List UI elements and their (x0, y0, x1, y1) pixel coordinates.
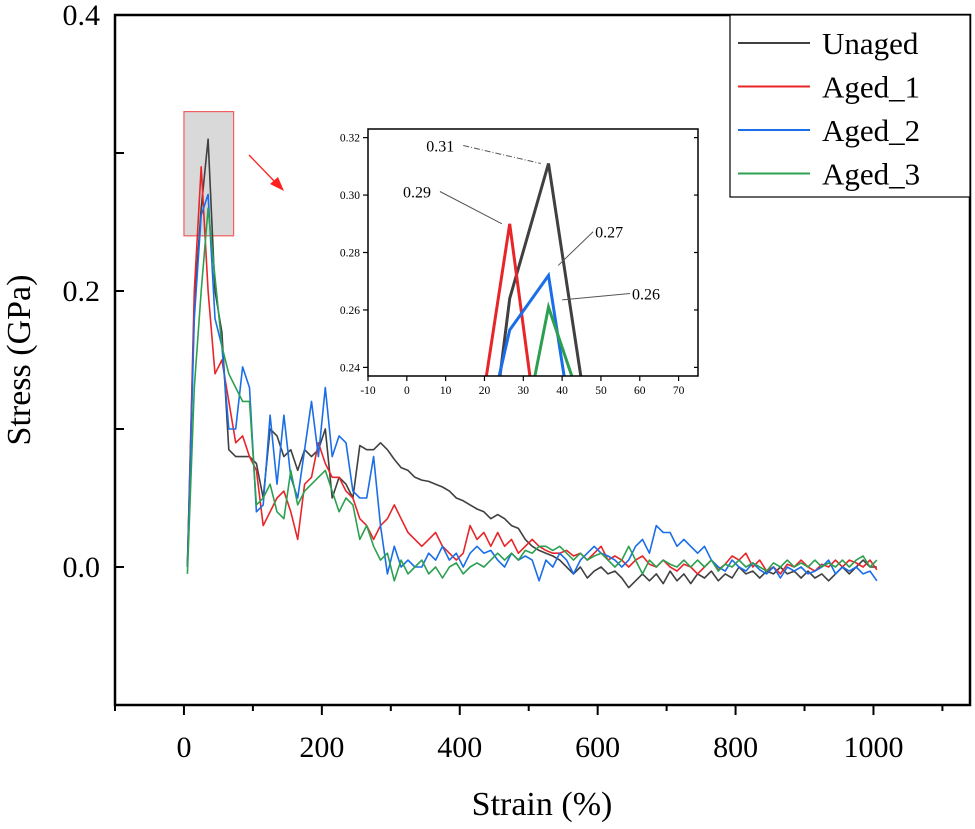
zoom-arrow-head (270, 177, 284, 191)
inset-series-aged_1 (484, 223, 532, 377)
inset-x-tick-label: 70 (673, 385, 685, 397)
inset-x-tick-label: 50 (595, 385, 607, 397)
annotation-leader-line (562, 292, 631, 301)
plot-frame (113, 13, 972, 707)
zoom-arrow-line (248, 154, 277, 184)
inset-y-tick-label: 0.26 (340, 305, 360, 317)
x-tick-label: 0 (176, 731, 191, 764)
inset-plot: 0.31 0.29 0.27 0.26 -10 0 10 20 30 40 50 60 70 0.24 0.… (340, 128, 699, 397)
inset-x-tick-label: 10 (440, 385, 452, 397)
inset-x-tick-label: 0 (404, 385, 410, 397)
inset-y-tick-label: 0.32 (340, 133, 360, 145)
annotation-label: 0.27 (595, 225, 623, 242)
inset-x-tick-label: 40 (556, 385, 568, 397)
legend-label: Unaged (822, 26, 919, 61)
inset-y-tick-label: 0.28 (340, 248, 360, 260)
series-line-aged_2 (186, 193, 878, 582)
inset-y-tick-label: 0.24 (340, 362, 360, 374)
annotation-label: 0.29 (403, 184, 431, 201)
legend-label: Aged_3 (822, 157, 920, 192)
annotation-leader-line (557, 231, 594, 266)
inset-y-tick-label: 0.30 (340, 190, 360, 202)
series-line-aged_1 (186, 166, 878, 575)
inset-x-tick-label: 20 (479, 385, 491, 397)
x-tick-label: 400 (437, 731, 482, 764)
legend: Unaged Aged_1 Aged_2 Aged_3 (729, 14, 971, 198)
annotation-label: 0.31 (426, 139, 454, 156)
series-line-unaged (186, 138, 877, 589)
y-axis-label: Stress (GPa) (1, 275, 38, 446)
x-axis-label: Strain (%) (472, 786, 613, 823)
legend-label: Aged_2 (822, 113, 920, 148)
legend-box (729, 14, 971, 198)
x-tick-label: 800 (713, 731, 758, 764)
legend-label: Aged_1 (822, 70, 920, 105)
annotation-label: 0.26 (632, 286, 660, 303)
y-tick-label: 0.2 (63, 275, 101, 308)
x-tick-label: 1000 (843, 731, 903, 764)
y-tick-label: 0.0 (63, 551, 101, 584)
inset-x-tick-label: 30 (518, 385, 530, 397)
x-tick-label: 200 (299, 731, 344, 764)
inset-series-unaged (498, 163, 583, 377)
series-line-aged_3 (186, 207, 878, 582)
inset-x-tick-label: -10 (360, 385, 376, 397)
inset-x-tick-label: 60 (634, 385, 646, 397)
inset-series-aged_3 (533, 301, 574, 377)
inset-background (368, 129, 698, 376)
annotation-leader-line (439, 191, 503, 225)
annotation-leader-line (463, 145, 541, 164)
x-tick-label: 600 (575, 731, 620, 764)
y-tick-label: 0.4 (63, 0, 101, 32)
